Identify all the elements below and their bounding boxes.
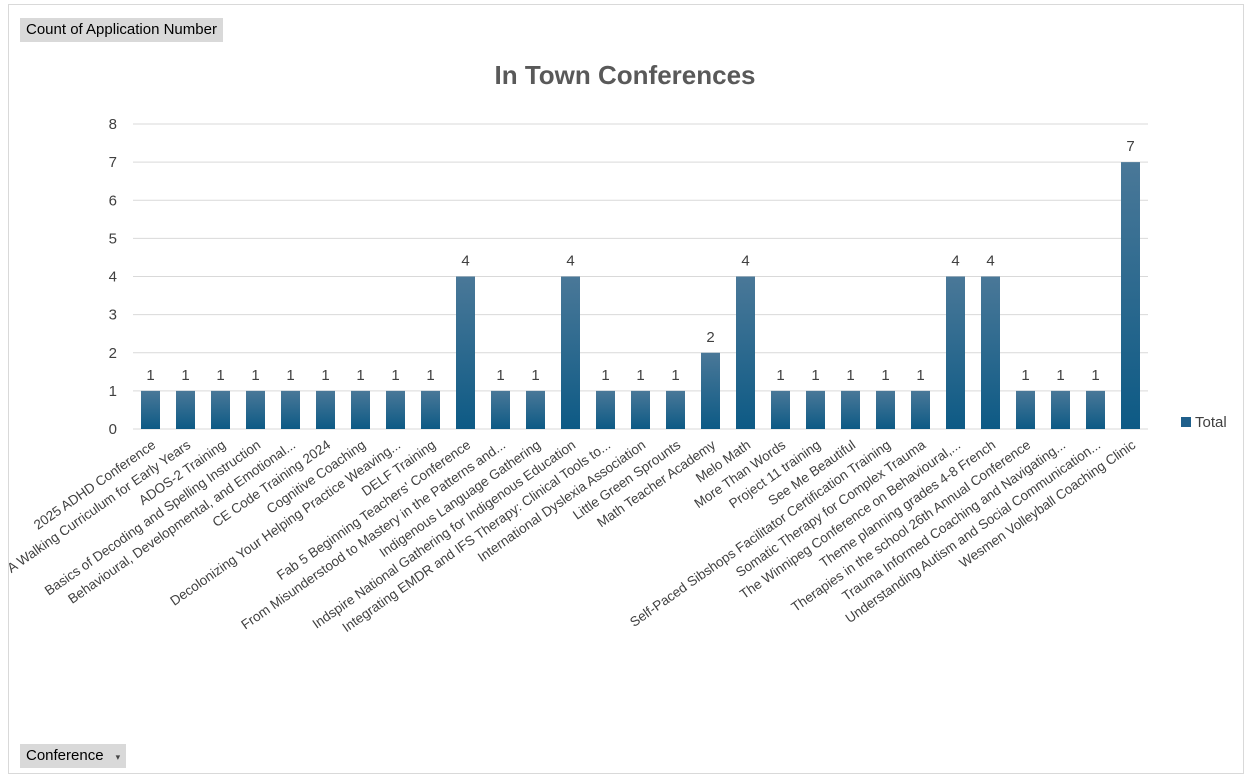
- bar[interactable]: [876, 390, 895, 429]
- data-label: 1: [601, 367, 609, 384]
- data-label: 1: [1021, 367, 1029, 384]
- y-tick-label: 1: [109, 383, 117, 400]
- data-label: 1: [1056, 367, 1064, 384]
- data-label: 1: [636, 367, 644, 384]
- data-label: 4: [461, 253, 469, 270]
- bar[interactable]: [596, 390, 615, 429]
- data-label: 1: [391, 367, 399, 384]
- bar[interactable]: [1121, 162, 1140, 429]
- bar[interactable]: [1051, 390, 1070, 429]
- data-labels: 1 1 1 1 1 1 1 1 1 4 1 1 4 1 1 1 2 4 1 1 1 1 1 4 4 1 1 1 7: [146, 138, 1134, 384]
- data-label: 4: [986, 253, 994, 270]
- bar[interactable]: [421, 390, 440, 429]
- bar[interactable]: [1086, 390, 1105, 429]
- bar[interactable]: [141, 390, 160, 429]
- bar[interactable]: [841, 390, 860, 429]
- y-tick-label: 6: [109, 192, 117, 209]
- data-label: 1: [496, 367, 504, 384]
- data-label: 1: [776, 367, 784, 384]
- data-label: 1: [671, 367, 679, 384]
- bar[interactable]: [771, 390, 790, 429]
- data-label: 4: [741, 253, 749, 270]
- data-label: 2: [706, 329, 714, 346]
- data-label: 1: [321, 367, 329, 384]
- bar[interactable]: [176, 390, 195, 429]
- data-label: 4: [951, 253, 959, 270]
- data-label: 1: [1091, 367, 1099, 384]
- y-axis: 0 1 2 3 4 5 6 7 8: [109, 116, 117, 438]
- bar[interactable]: [316, 390, 335, 429]
- bar[interactable]: [351, 390, 370, 429]
- data-label: 1: [531, 367, 539, 384]
- legend-swatch-icon: [1181, 417, 1191, 427]
- bar[interactable]: [386, 390, 405, 429]
- y-tick-label: 5: [109, 230, 117, 247]
- data-label: 1: [916, 367, 924, 384]
- chart-title: In Town Conferences: [494, 60, 756, 90]
- bar[interactable]: [491, 390, 510, 429]
- y-tick-label: 7: [109, 154, 117, 171]
- legend-label: Total: [1195, 414, 1227, 431]
- y-tick-label: 4: [109, 269, 117, 286]
- bar[interactable]: [701, 352, 720, 429]
- value-field-button[interactable]: Count of Application Number: [20, 18, 223, 42]
- data-label: 1: [846, 367, 854, 384]
- bar[interactable]: [946, 276, 965, 430]
- bar[interactable]: [211, 390, 230, 429]
- data-label: 1: [216, 367, 224, 384]
- bar[interactable]: [246, 390, 265, 429]
- y-tick-label: 8: [109, 116, 117, 133]
- data-label: 7: [1126, 138, 1134, 155]
- y-tick-label: 2: [109, 345, 117, 362]
- data-label: 1: [881, 367, 889, 384]
- bar[interactable]: [736, 276, 755, 430]
- y-tick-label: 0: [109, 421, 117, 438]
- data-label: 1: [286, 367, 294, 384]
- legend: Total: [1181, 414, 1227, 431]
- dropdown-arrow-icon[interactable]: ▾: [115, 752, 121, 762]
- value-field-label: Count of Application Number: [26, 21, 217, 38]
- bar[interactable]: [911, 390, 930, 429]
- bar[interactable]: [561, 276, 580, 430]
- data-label: 1: [356, 367, 364, 384]
- bar[interactable]: [806, 390, 825, 429]
- data-label: 1: [181, 367, 189, 384]
- bar[interactable]: [666, 390, 685, 429]
- chart-frame: [8, 4, 1244, 774]
- data-label: 1: [251, 367, 259, 384]
- bar[interactable]: [981, 276, 1000, 430]
- y-tick-label: 3: [109, 307, 117, 324]
- data-label: 1: [426, 367, 434, 384]
- bar[interactable]: [631, 390, 650, 429]
- conference-field-button[interactable]: Conference ▾: [20, 744, 127, 768]
- bar[interactable]: [456, 276, 475, 430]
- data-label: 4: [566, 253, 574, 270]
- bar[interactable]: [1016, 390, 1035, 429]
- bars: [141, 162, 1140, 429]
- conference-field-label: Conference: [26, 747, 104, 764]
- data-label: 1: [146, 367, 154, 384]
- bar[interactable]: [526, 390, 545, 429]
- data-label: 1: [811, 367, 819, 384]
- bar[interactable]: [281, 390, 300, 429]
